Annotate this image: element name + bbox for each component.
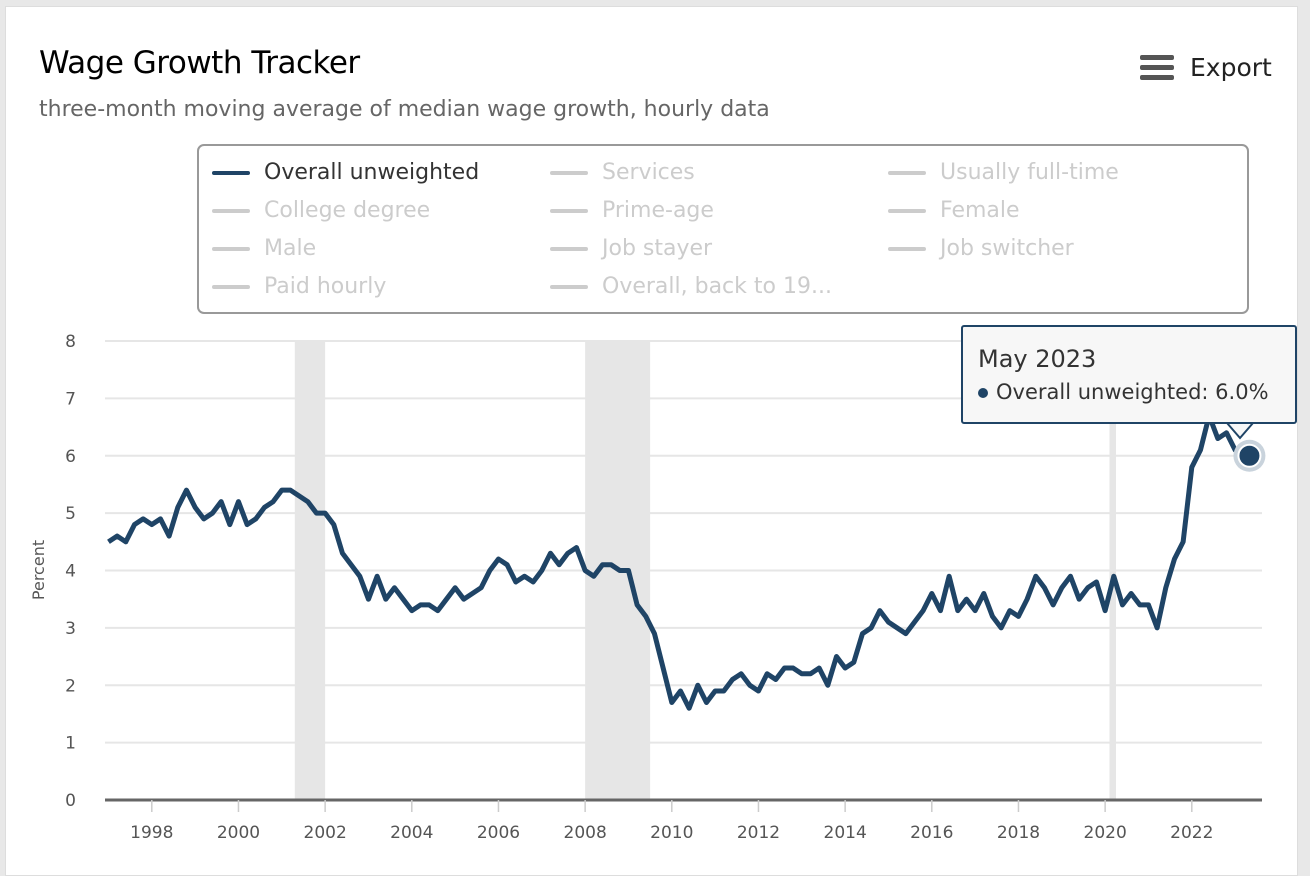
export-label: Export [1190, 53, 1272, 82]
x-tick-label: 1998 [130, 823, 173, 843]
legend-label: Services [602, 160, 695, 185]
legend-label: Overall, back to 19... [602, 274, 832, 299]
legend-swatch-icon [888, 170, 926, 175]
x-tick-label: 2006 [477, 823, 520, 843]
chart-card: Wage Growth Tracker three-month moving a… [5, 6, 1298, 876]
legend-swatch-icon [888, 208, 926, 213]
y-tick-label: 3 [65, 619, 76, 639]
series-line-overall-unweighted [107, 413, 1251, 711]
x-tick-label: 2004 [390, 823, 433, 843]
y-tick-label: 1 [65, 734, 76, 754]
y-tick-label: 6 [65, 447, 76, 467]
y-tick-label: 2 [65, 676, 76, 696]
x-tick-label: 2010 [650, 823, 693, 843]
legend-label: Overall unweighted [264, 160, 480, 185]
legend-item[interactable]: Job stayer [550, 236, 712, 261]
tooltip-series: Overall unweighted [996, 380, 1202, 404]
series-dot-icon [978, 388, 988, 398]
x-tick-label: 2020 [1084, 823, 1127, 843]
tooltip: May 2023 Overall unweighted: 6.0% [961, 325, 1297, 424]
legend-label: Male [264, 236, 317, 261]
x-tick-label: 2022 [1170, 823, 1213, 843]
legend-item[interactable]: Usually full-time [888, 160, 1119, 185]
y-tick-label: 5 [65, 504, 76, 524]
legend-item[interactable]: Services [550, 160, 695, 185]
y-tick-label: 7 [65, 389, 76, 409]
chart-title: Wage Growth Tracker [39, 45, 360, 81]
legend-item[interactable]: Female [888, 198, 1020, 223]
x-tick-label: 2002 [304, 823, 347, 843]
legend-item[interactable]: Paid hourly [212, 274, 386, 299]
legend-label: Prime-age [602, 198, 714, 223]
x-tick-label: 2008 [564, 823, 607, 843]
legend-item[interactable]: Overall, back to 19... [550, 274, 832, 299]
export-button[interactable]: Export [1140, 50, 1272, 85]
legend-swatch-icon [888, 246, 926, 251]
x-tick-label: 2018 [997, 823, 1040, 843]
legend-label: Usually full-time [940, 160, 1119, 185]
legend-swatch-icon [550, 284, 588, 289]
legend-swatch-icon [550, 170, 588, 175]
legend-item[interactable]: Prime-age [550, 198, 714, 223]
tooltip-value: 6.0% [1215, 380, 1269, 404]
hover-point [1237, 443, 1262, 468]
chart-subtitle: three-month moving average of median wag… [39, 97, 770, 122]
y-axis-label: Percent [29, 540, 48, 600]
legend-swatch-icon [550, 208, 588, 213]
legend-label: Job switcher [940, 236, 1074, 261]
x-tick-label: 2012 [737, 823, 780, 843]
legend-label: Job stayer [602, 236, 713, 261]
legend-label: Female [940, 198, 1020, 223]
tooltip-pointer [1226, 422, 1254, 440]
legend-item[interactable]: Male [212, 236, 316, 261]
y-tick-label: 8 [65, 332, 76, 352]
x-tick-label: 2016 [910, 823, 953, 843]
legend-swatch-icon [212, 246, 250, 251]
legend-label: Paid hourly [264, 274, 387, 299]
hamburger-menu-icon [1140, 50, 1174, 85]
legend-swatch-icon [212, 170, 250, 175]
x-tick-label: 2000 [217, 823, 260, 843]
legend-swatch-icon [550, 246, 588, 251]
legend-item[interactable]: College degree [212, 198, 430, 223]
x-tick-label: 2014 [824, 823, 867, 843]
legend-swatch-icon [212, 284, 250, 289]
legend-item[interactable]: Job switcher [888, 236, 1074, 261]
y-tick-label: 4 [65, 562, 76, 582]
y-tick-label: 0 [65, 791, 76, 811]
legend-item[interactable]: Overall unweighted [212, 160, 479, 185]
tooltip-date: May 2023 [978, 345, 1097, 373]
tooltip-value-row: Overall unweighted: 6.0% [978, 380, 1269, 404]
legend: Overall unweighted Services Usually full-t… [197, 144, 1249, 314]
legend-swatch-icon [212, 208, 250, 213]
legend-label: College degree [264, 198, 431, 223]
